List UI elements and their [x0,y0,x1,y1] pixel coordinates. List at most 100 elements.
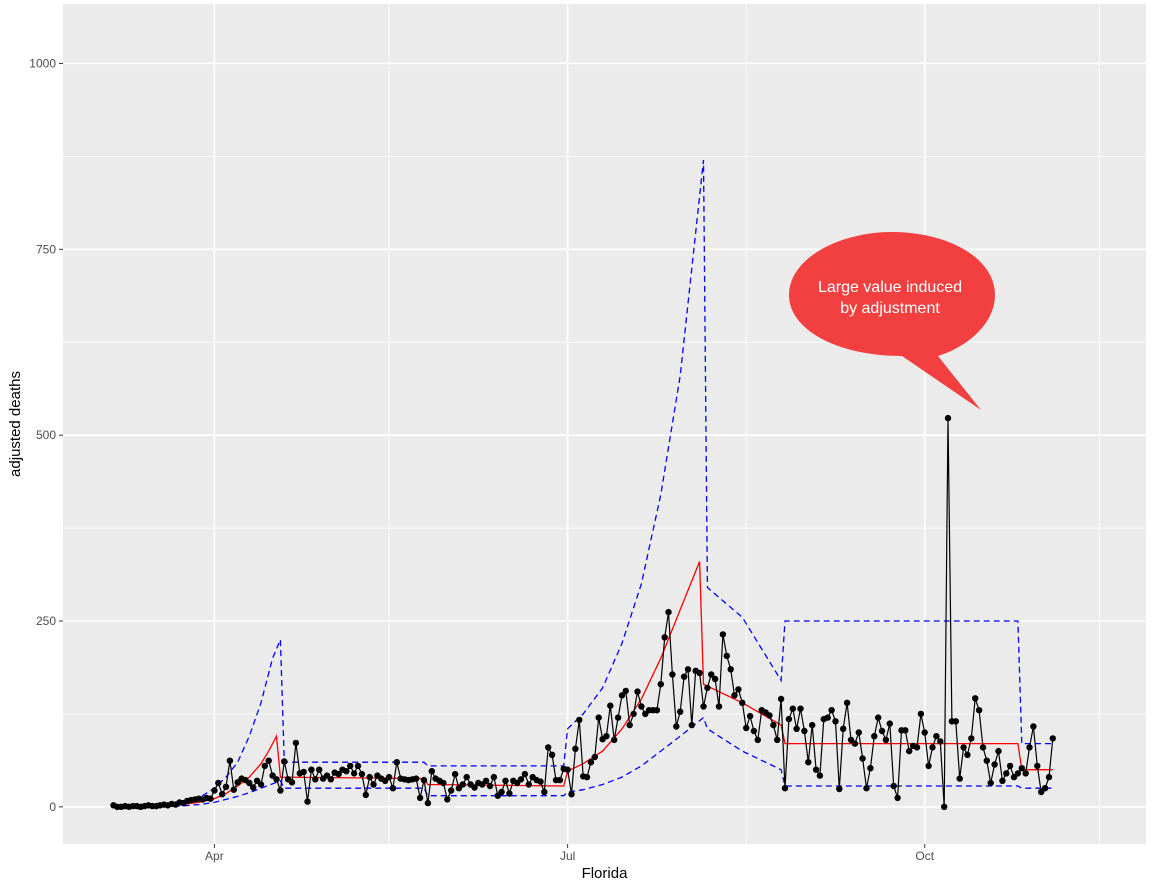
data-point [851,740,859,747]
data-point [941,803,948,810]
data-point [572,745,579,752]
y-axis-title: adjusted deaths [7,371,24,477]
data-point [219,791,226,798]
data-point [871,733,878,740]
callout-text: Large value induced [818,279,962,296]
data-point [576,716,583,724]
data-point [463,773,470,781]
data-point [545,744,552,751]
data-point [448,787,455,794]
data-point [999,777,1006,784]
data-point [700,703,707,710]
data-point [459,781,466,788]
data-point [207,795,214,802]
data-point [591,753,598,761]
data-point [673,723,680,730]
data-point [343,768,350,775]
data-point [424,799,432,807]
y-tick-label: 750 [36,242,56,256]
data-point [304,798,311,805]
data-point [944,414,952,422]
data-point [812,766,820,773]
minor-gridlines [63,4,1146,844]
data-point [568,791,575,798]
data-point [257,781,265,788]
y-tick-label: 250 [36,614,56,628]
data-point [956,775,963,782]
data-point [537,778,544,785]
data-point [211,787,218,794]
data-point [933,733,940,740]
data-point [975,707,983,714]
data-point [743,724,750,732]
data-point [746,712,754,720]
data-point [261,762,268,770]
data-point [350,770,358,777]
data-point [793,725,800,732]
data-point [393,759,400,766]
data-point [816,772,824,779]
data-point [420,776,428,784]
data-point [704,684,711,692]
data-point [525,781,532,788]
data-point [653,707,661,714]
data-point [789,705,796,712]
data-point [1006,762,1014,770]
data-point [416,794,424,802]
data-point [614,714,622,721]
data-point [1034,762,1041,770]
data-point [316,766,323,773]
data-point [250,784,257,791]
data-point [630,710,637,718]
data-point [684,666,692,673]
data-point [354,762,362,770]
data-point [696,669,703,677]
data-point [1041,785,1049,792]
data-point [906,747,913,755]
data-point [389,785,397,792]
x-tick-label: Oct [915,849,934,863]
data-point [583,773,591,781]
data-point [222,783,230,790]
data-point [622,687,629,695]
data-point [657,681,664,688]
data-point [362,791,369,799]
y-tick-label: 1000 [29,56,56,70]
data-point [1018,765,1025,772]
data-point [444,796,451,803]
data-point [987,779,994,787]
callout-bubble [789,232,995,410]
data-point [777,695,785,703]
data-point [1030,723,1037,730]
data-point [739,699,746,706]
data-point [498,788,505,796]
data-point [688,721,695,729]
data-point [840,725,847,732]
y-tick-label: 0 [49,800,56,814]
data-point [292,739,300,747]
data-point [226,757,234,764]
data-point [277,787,284,794]
data-point [995,747,1002,755]
data-point [300,768,307,776]
data-point [335,770,342,778]
data-point [805,759,812,766]
data-point [960,744,967,751]
data-point [556,776,564,784]
data-point [886,720,893,727]
data-point [1049,735,1057,742]
data-point [626,721,633,729]
data-point [370,781,377,788]
data-point [273,776,280,783]
data-point [863,785,870,792]
y-axis: 0 250 500 750 1000 [29,56,63,814]
data-point [327,776,334,783]
data-point [832,718,839,725]
data-point [611,736,618,744]
data-point [785,715,793,723]
data-point [801,727,808,735]
data-point [281,758,288,765]
data-point [921,729,928,736]
data-point [230,786,237,793]
data-point [983,757,990,764]
